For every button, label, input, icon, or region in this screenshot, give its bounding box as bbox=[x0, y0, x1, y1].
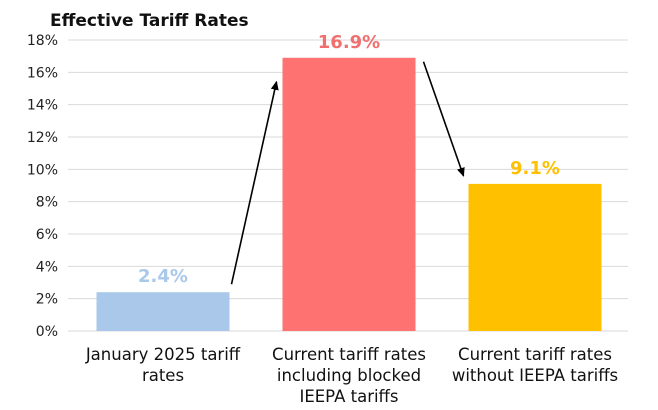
category-label-3-line-1: Current tariff rates bbox=[458, 345, 612, 364]
y-tick-label-6: 6% bbox=[36, 227, 58, 243]
annotation-arrows bbox=[230, 61, 465, 285]
category-label-2-line-1: Current tariff rates bbox=[272, 345, 426, 364]
category-label-2-line-2: including blocked bbox=[277, 366, 421, 385]
chart-title: Effective Tariff Rates bbox=[50, 11, 249, 31]
y-tick-label-4: 4% bbox=[36, 259, 58, 275]
y-tick-label-16: 16% bbox=[27, 65, 58, 81]
data-labels: 2.4% 16.9% 9.1% bbox=[138, 32, 560, 287]
y-tick-label-14: 14% bbox=[27, 98, 58, 114]
category-label-1: January 2025 tariff rates bbox=[85, 345, 241, 385]
y-tick-label-18: 18% bbox=[27, 33, 58, 49]
bars bbox=[96, 57, 602, 332]
y-axis-tick-labels: 0% 2% 4% 6% 8% 10% 12% 14% 16% 18% bbox=[27, 33, 58, 340]
data-label-2: 16.9% bbox=[318, 32, 380, 53]
y-tick-label-8: 8% bbox=[36, 195, 58, 211]
category-label-1-line-1: January 2025 tariff bbox=[85, 345, 241, 364]
arrow-decrease bbox=[422, 61, 465, 177]
arrow-increase bbox=[230, 80, 279, 285]
y-tick-label-12: 12% bbox=[27, 130, 58, 146]
category-label-3-line-2: without IEEPA tariffs bbox=[452, 366, 618, 385]
bar-1 bbox=[96, 292, 230, 331]
bar-2 bbox=[282, 57, 416, 332]
y-tick-label-0: 0% bbox=[36, 324, 58, 340]
y-tick-label-2: 2% bbox=[36, 292, 58, 308]
data-label-3: 9.1% bbox=[510, 158, 560, 179]
bar-3 bbox=[468, 183, 602, 331]
category-labels: January 2025 tariff rates Current tariff r… bbox=[85, 345, 618, 406]
category-label-1-line-2: rates bbox=[142, 366, 184, 385]
y-tick-label-10: 10% bbox=[27, 162, 58, 178]
category-label-2-line-3: IEEPA tariffs bbox=[299, 387, 398, 406]
data-label-1: 2.4% bbox=[138, 266, 188, 287]
category-label-3: Current tariff rates without IEEPA tariff… bbox=[452, 345, 618, 385]
category-label-2: Current tariff rates including blocked IEE… bbox=[272, 345, 426, 406]
